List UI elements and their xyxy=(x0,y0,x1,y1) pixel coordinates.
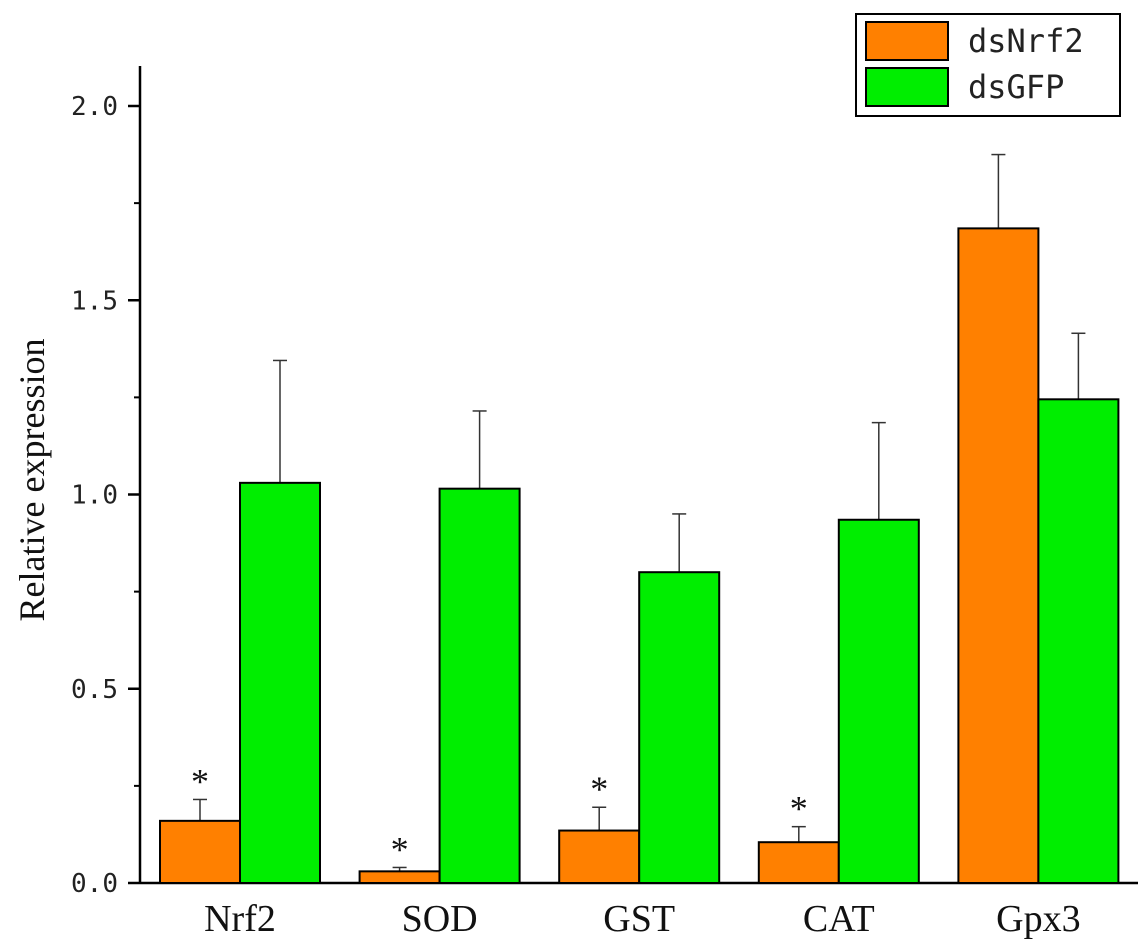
y-tick-label: 0.5 xyxy=(71,675,118,705)
significance-marker: * xyxy=(790,789,808,829)
bar-dsnrf2-nrf2 xyxy=(159,819,241,885)
legend: dsNrf2 dsGFP xyxy=(855,13,1121,117)
bar-dsnrf2-sod xyxy=(358,870,441,884)
y-tick-label: 1.5 xyxy=(71,286,118,316)
bar-dsgfp-gpx3 xyxy=(1037,398,1120,884)
x-tick-label: Nrf2 xyxy=(204,898,276,940)
significance-marker: * xyxy=(391,829,409,869)
axes: 0.0 0.5 1.0 1.5 2.0 Nrf2 SOD GST CAT Gpx3 xyxy=(71,66,1138,940)
x-tick-label: GST xyxy=(603,898,675,940)
x-tick-label: SOD xyxy=(402,898,478,940)
x-tick-label: Gpx3 xyxy=(996,898,1080,940)
y-tick-label: 0.0 xyxy=(71,869,118,899)
bar-dsgfp-cat xyxy=(837,518,920,884)
y-tick-label: 2.0 xyxy=(71,92,118,122)
bar-dsgfp-sod xyxy=(438,487,521,884)
bars: * * * * xyxy=(159,153,1120,885)
y-tick-label: 1.0 xyxy=(71,481,118,511)
legend-label: dsGFP xyxy=(968,68,1064,106)
bar-dsgfp-nrf2 xyxy=(239,481,321,884)
bar-dsgfp-gst xyxy=(638,571,721,884)
legend-swatch xyxy=(865,67,949,107)
significance-marker: * xyxy=(191,761,209,801)
y-axis-title: Relative expression xyxy=(12,339,52,622)
x-tick-label: CAT xyxy=(803,898,875,940)
bar-dsnrf2-gst xyxy=(558,829,641,884)
bar-dsnrf2-gpx3 xyxy=(957,227,1040,884)
significance-marker: * xyxy=(590,769,608,809)
legend-swatch xyxy=(865,21,949,61)
bar-dsnrf2-cat xyxy=(757,841,840,885)
legend-label: dsNrf2 xyxy=(968,22,1084,60)
